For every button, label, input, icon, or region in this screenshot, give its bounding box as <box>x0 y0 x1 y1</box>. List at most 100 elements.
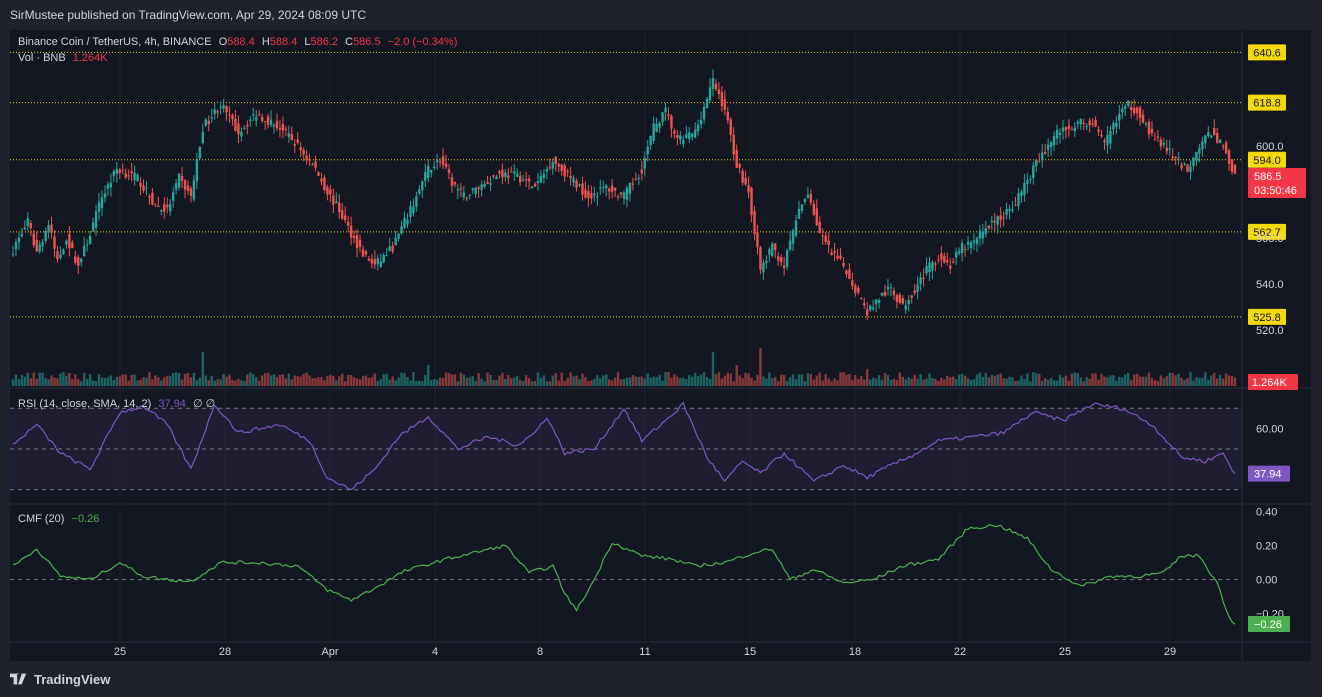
volume-bar <box>1041 380 1044 386</box>
candle-body <box>213 109 216 115</box>
candle-body <box>1011 209 1014 211</box>
candle-body <box>1201 141 1204 150</box>
volume-bar <box>1207 379 1210 386</box>
candle-body <box>290 134 294 141</box>
volume-bar <box>166 376 169 386</box>
volume-bar <box>421 381 424 386</box>
candle-body <box>634 179 638 181</box>
candle-body <box>940 253 943 260</box>
candle-body <box>219 107 222 109</box>
price-tick-label: 540.0 <box>1256 279 1284 291</box>
volume-bar <box>1216 378 1219 386</box>
volume-bar <box>1085 377 1088 386</box>
candle-body <box>23 227 27 230</box>
footer-brand[interactable]: TradingView <box>34 671 111 687</box>
volume-bar <box>1156 380 1160 386</box>
volume-bar <box>403 372 406 386</box>
candle-body <box>551 162 555 169</box>
candle-body <box>685 133 688 138</box>
price-legend: Binance Coin / TetherUS, 4h, BINANCE O58… <box>18 36 457 48</box>
volume-bar <box>1106 377 1109 386</box>
volume-bar <box>320 377 323 386</box>
candle-body <box>438 161 442 163</box>
chart-panel[interactable]: 640.6 618.8 594.0 562.7 525.8 520.0 540.0 560.0… <box>10 30 1311 661</box>
candle-body <box>1026 180 1029 184</box>
candle-body <box>145 187 148 189</box>
candle-body <box>590 193 593 199</box>
candle-body <box>610 185 614 192</box>
volume-bar <box>530 381 534 386</box>
candle-body <box>993 220 996 223</box>
volume-bar <box>507 374 510 386</box>
volume-bar <box>427 365 430 386</box>
volume-bar <box>744 372 747 386</box>
volume-bar <box>513 377 516 386</box>
candle-body <box>231 115 234 120</box>
volume-bar <box>370 377 374 386</box>
volume-bar <box>323 380 326 386</box>
volume-bar <box>1227 375 1231 386</box>
volume-bar <box>1159 375 1163 386</box>
candle-body <box>151 192 154 205</box>
volume-bar <box>705 377 709 386</box>
time-tick-label: 25 <box>1059 646 1071 658</box>
candle-body <box>759 247 762 270</box>
volume-bar <box>249 372 252 386</box>
candle-body <box>777 256 780 261</box>
candle-body <box>658 123 661 128</box>
candle-body <box>468 194 471 196</box>
candle-body <box>572 177 575 183</box>
volume-bar <box>424 374 427 386</box>
candle-body <box>1121 108 1124 113</box>
volume-bar <box>44 377 47 386</box>
volume-bar <box>866 368 869 386</box>
candle-body <box>59 254 62 259</box>
candle-body <box>691 133 694 137</box>
volume-bar <box>358 379 362 386</box>
candle-body <box>738 164 741 168</box>
candle-body <box>871 307 875 310</box>
candle-body <box>382 254 385 263</box>
candle-body <box>249 119 252 122</box>
volume-bar <box>575 375 578 386</box>
candle-body <box>937 259 940 261</box>
volume-bar <box>252 373 255 386</box>
volume-bar <box>222 373 225 386</box>
volume-bar <box>462 374 466 386</box>
symbol-title[interactable]: Binance Coin / TetherUS, 4h, BINANCE <box>18 36 212 48</box>
candle-body <box>112 171 116 177</box>
candle-body <box>717 89 721 94</box>
volume-bar <box>47 379 50 386</box>
candle-body <box>649 136 652 145</box>
candle-body <box>581 183 584 195</box>
candle-body <box>753 210 756 234</box>
candle-body <box>987 225 991 229</box>
volume-label[interactable]: Vol · BNB <box>18 52 66 64</box>
candle-body <box>486 182 489 184</box>
candle-body <box>916 284 919 292</box>
volume-bar <box>1035 373 1038 386</box>
candle-body <box>741 170 744 183</box>
time-tick-label: 15 <box>744 646 756 658</box>
open-value: 588.4 <box>227 36 255 48</box>
rsi-label[interactable]: RSI (14, close, SMA, 14, 2) <box>18 398 152 410</box>
candle-body <box>278 128 282 130</box>
volume-bar <box>889 379 893 386</box>
candle-body <box>910 295 913 298</box>
candle-body <box>29 223 32 229</box>
volume-bar <box>949 377 952 386</box>
candle-body <box>545 168 549 172</box>
candle-body <box>299 146 302 151</box>
candle-body <box>966 241 970 245</box>
volume-bar <box>1115 380 1118 386</box>
candle-body <box>471 188 474 190</box>
candle-body <box>1067 125 1071 129</box>
volume-bar <box>88 374 92 386</box>
candle-body <box>136 174 139 182</box>
volume-bar <box>287 373 291 386</box>
volume-bar <box>916 378 919 386</box>
cmf-label[interactable]: CMF (20) <box>18 513 65 525</box>
candle-body <box>720 92 724 107</box>
level-tag <box>1248 308 1286 325</box>
